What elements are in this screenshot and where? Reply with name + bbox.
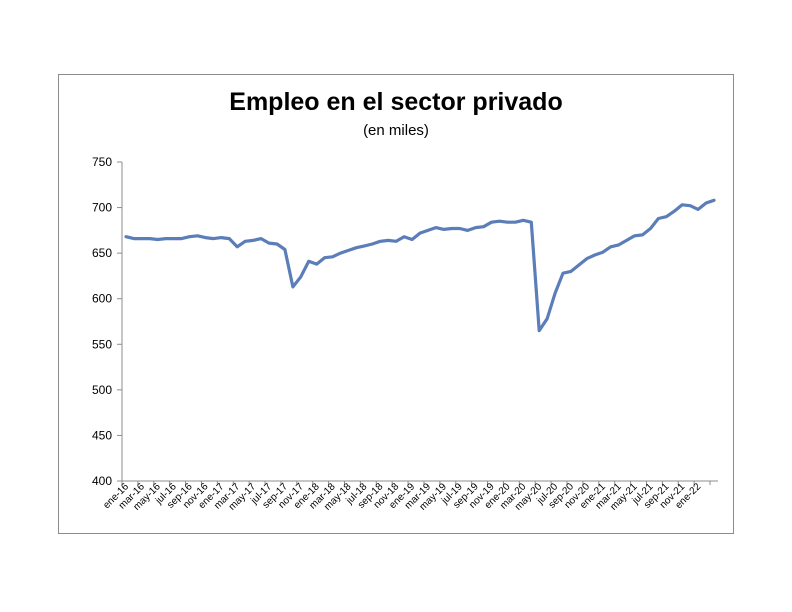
chart-subtitle: (en miles) <box>363 122 429 139</box>
y-tick-label: 500 <box>92 383 112 397</box>
y-tick-label: 600 <box>92 292 112 306</box>
y-tick-label: 650 <box>92 246 112 260</box>
y-tick-label: 450 <box>92 428 112 442</box>
y-tick-label: 400 <box>92 474 112 488</box>
chart-title: Empleo en el sector privado <box>229 88 563 116</box>
y-tick-label: 550 <box>92 337 112 351</box>
series-line <box>124 198 716 333</box>
y-tick-label: 700 <box>92 201 112 215</box>
y-tick-label: 750 <box>92 155 112 169</box>
chart-frame <box>58 74 734 534</box>
